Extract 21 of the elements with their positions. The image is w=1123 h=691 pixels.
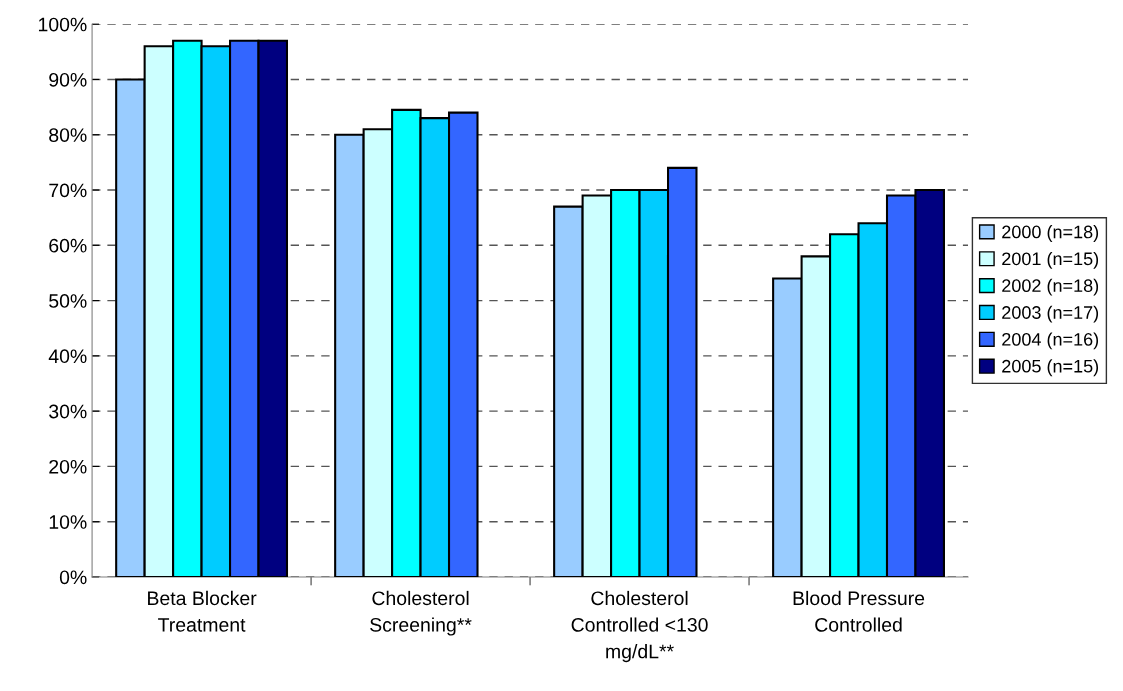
y-tick-label: 100% — [38, 17, 87, 32]
x-tick-label: Beta Blocker Treatment — [148, 590, 257, 632]
legend-label: 2005 (n=15) — [1002, 359, 1099, 377]
y-tick-label: 30% — [49, 404, 87, 419]
y-tick-label: 50% — [49, 294, 87, 308]
x-tick-label: Cholesterol Screening** — [370, 590, 472, 636]
legend-label: 2003 (n=17) — [1002, 305, 1099, 323]
y-tick-label: 0% — [59, 570, 87, 585]
y-tick-label: 10% — [49, 515, 87, 529]
y-tick-label: 80% — [49, 128, 87, 142]
y-tick-label: 20% — [49, 459, 87, 474]
y-tick-label: 90% — [49, 72, 87, 87]
y-tick-label: 60% — [49, 238, 87, 253]
y-tick-label: 40% — [48, 349, 87, 364]
legend-label: 2004 (n=16) — [1002, 332, 1099, 350]
y-tick-label: 70% — [49, 183, 87, 198]
legend-label: 2000 (n=18) — [1002, 225, 1099, 242]
legend-label: 2002 (n=18) — [1002, 278, 1099, 296]
legend-label: 2001 (n=15) — [1002, 251, 1099, 269]
x-tick-label: Cholesterol Controlled <130 mg/dL** — [571, 590, 708, 663]
x-tick-label: Blood Pressure Controlled — [793, 590, 925, 632]
